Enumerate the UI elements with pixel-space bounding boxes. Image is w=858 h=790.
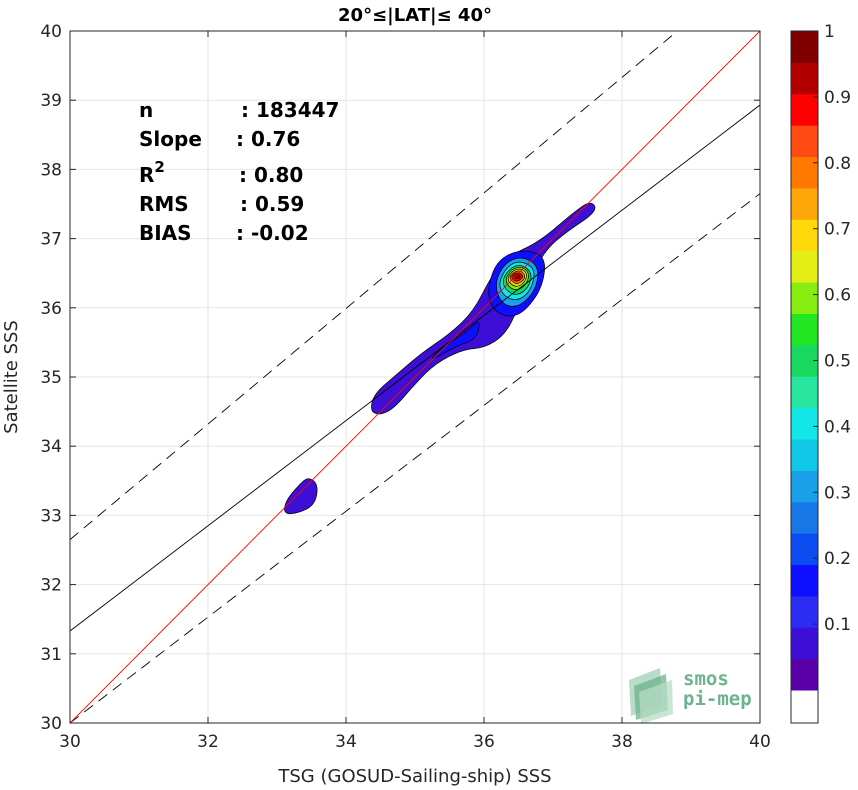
y-tick-label: 32 xyxy=(40,576,62,596)
logo-line2: pi-mep xyxy=(683,688,752,710)
stat-separator: : xyxy=(241,98,256,122)
stat-value: : 0.80 xyxy=(239,163,303,187)
stat-name: BIAS xyxy=(139,221,192,245)
stat-value: : 0.76 xyxy=(236,127,300,151)
colorbar-segment xyxy=(791,376,818,409)
stat-label-n: n xyxy=(139,98,153,122)
colorbar-segment xyxy=(791,533,818,565)
x-tick-label: 36 xyxy=(473,732,495,752)
colorbar-segment xyxy=(791,250,818,283)
regression-fit-line xyxy=(70,104,760,632)
colorbar-segment xyxy=(791,595,818,628)
y-tick-label: 33 xyxy=(40,506,62,526)
colorbar-segment xyxy=(791,219,818,252)
x-tick-label: 30 xyxy=(59,732,81,752)
colorbar-segment xyxy=(791,187,818,220)
colorbar-tick-label: 0.8 xyxy=(824,154,851,174)
x-axis-ticks: 30 32 34 36 38 40 xyxy=(59,31,771,752)
stat-separator: : xyxy=(236,221,251,245)
colorbar: 0.1 0.2 0.3 0.4 0.5 0.6 0.7 0.8 0.9 1 xyxy=(790,22,851,724)
colorbar-segment xyxy=(791,62,818,95)
colorbar-tick-label: 0.5 xyxy=(824,352,851,372)
logo-line1: smos xyxy=(683,668,729,690)
y-tick-label: 30 xyxy=(40,714,62,734)
y-tick-label: 31 xyxy=(40,645,62,665)
x-tick-label: 32 xyxy=(197,732,219,752)
colorbar-tick-label: 0.3 xyxy=(824,483,851,503)
stat-label-rms: RMS xyxy=(139,192,189,216)
stat-number: -0.02 xyxy=(251,221,309,245)
x-tick-label: 38 xyxy=(611,732,633,752)
stat-number: 0.59 xyxy=(255,192,304,216)
stat-number: 0.76 xyxy=(251,127,300,151)
lower-bound-dashed-line xyxy=(70,193,760,723)
colorbar-segment xyxy=(791,470,818,503)
colorbar-segment xyxy=(791,407,818,440)
colorbar-segment-empty xyxy=(791,690,818,723)
y-tick-label: 39 xyxy=(40,91,62,111)
colorbar-segment xyxy=(791,31,818,63)
density-contours xyxy=(284,202,596,515)
y-axis-ticks: 30 31 32 33 34 35 36 37 38 39 40 xyxy=(40,22,760,734)
colorbar-segment xyxy=(791,564,818,597)
stat-value: : 183447 xyxy=(241,98,339,122)
colorbar-tick-label: 1 xyxy=(824,22,835,42)
stat-value: : -0.02 xyxy=(236,221,309,245)
x-axis-label: TSG (GOSUD-Sailing-ship) SSS xyxy=(277,766,551,787)
chart-title: 20°≤|LAT|≤ 40° xyxy=(338,5,492,26)
stat-label-r: R2 xyxy=(139,158,165,187)
y-tick-label: 34 xyxy=(40,437,62,457)
upper-bound-dashed-line xyxy=(70,31,679,540)
stat-separator: : xyxy=(240,192,255,216)
stat-superscript: 2 xyxy=(154,158,164,176)
one-to-one-line xyxy=(70,31,760,723)
reference-lines xyxy=(70,31,760,723)
colorbar-segment xyxy=(791,93,818,126)
x-tick-label: 34 xyxy=(335,732,357,752)
y-axis-label: Satellite SSS xyxy=(1,320,22,434)
y-tick-label: 38 xyxy=(40,160,62,180)
stat-separator: : xyxy=(236,127,251,151)
density-contour-level-0-15 xyxy=(431,322,480,359)
colorbar-segment xyxy=(791,125,818,158)
stat-label-slope: Slope xyxy=(139,127,202,151)
stat-name: n xyxy=(139,98,153,122)
colorbar-segment xyxy=(791,156,818,189)
stat-value: : 0.59 xyxy=(240,192,304,216)
colorbar-tick-label: 0.1 xyxy=(824,615,851,635)
x-tick-label: 40 xyxy=(749,732,771,752)
y-tick-label: 35 xyxy=(40,368,62,388)
stat-name: Slope xyxy=(139,127,202,151)
colorbar-tick-label: 0.2 xyxy=(824,549,851,569)
y-tick-label: 36 xyxy=(40,299,62,319)
colorbar-segment xyxy=(791,438,818,471)
stat-separator: : xyxy=(239,163,254,187)
y-tick-label: 37 xyxy=(40,230,62,250)
colorbar-segment xyxy=(791,282,818,314)
colorbar-tick-label: 0.6 xyxy=(824,286,851,306)
colorbar-segment xyxy=(791,501,818,534)
smos-pi-mep-logo: smos pi-mep xyxy=(629,668,752,724)
stat-name: R xyxy=(139,163,154,187)
stat-label-bias: BIAS xyxy=(139,221,192,245)
colorbar-tick-label: 0.9 xyxy=(824,88,851,108)
colorbar-frame xyxy=(790,30,819,724)
stat-number: 183447 xyxy=(256,98,340,122)
colorbar-tick-label: 0.4 xyxy=(824,417,851,437)
density-contour-level-0-05 xyxy=(284,478,318,515)
colorbar-segment xyxy=(791,627,818,660)
colorbar-tick-label: 0.7 xyxy=(824,220,851,240)
y-tick-label: 40 xyxy=(40,22,62,42)
stat-number: 0.80 xyxy=(254,163,303,187)
stat-name: RMS xyxy=(139,192,189,216)
colorbar-segment xyxy=(791,313,818,346)
colorbar-segment xyxy=(791,658,818,691)
